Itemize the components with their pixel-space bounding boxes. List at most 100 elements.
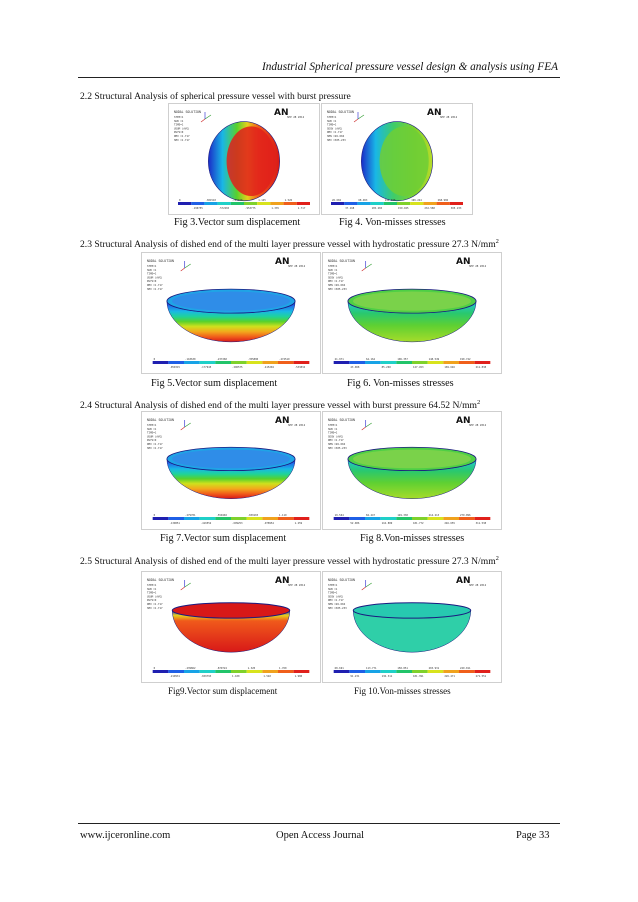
legend-swatch <box>168 670 185 673</box>
legend-swatch <box>370 202 384 205</box>
legend-tick-label: .139851 <box>169 521 180 525</box>
section-heading-2-3: 2.3 Structural Analysis of dished end of… <box>80 238 499 251</box>
legend-tick-label: .978954 <box>263 521 274 525</box>
figure-caption: Fig 5.Vector sum displacement <box>151 378 278 389</box>
plot-info-line: TIME=1 <box>328 272 338 276</box>
legend-swatch <box>349 517 366 520</box>
legend-tick-label: 127.453 <box>413 365 424 369</box>
plot-info-line: SMX =305.233 <box>327 138 346 142</box>
legend-tick-label: .419552 <box>201 521 212 525</box>
figure-caption: Fig9.Vector sum displacement <box>168 686 278 696</box>
plot-info-line: SEQV (AVG) <box>328 594 344 598</box>
legend-tick-label: .533834 <box>295 365 306 369</box>
plot-info-line: SUB =1 <box>328 427 338 431</box>
legend-swatch <box>443 670 459 673</box>
triad-axis <box>353 118 359 123</box>
inner-surface <box>353 291 471 311</box>
legend-tick-label: 249.011 <box>460 666 471 670</box>
legend-tick-label: 52.006 <box>350 521 360 525</box>
legend-tick-label: 0 <box>154 357 156 361</box>
plot-info-line: SEQV (AVG) <box>327 126 343 130</box>
legend-swatch <box>215 361 231 364</box>
plot-info-line: DMX =1.717 <box>147 602 163 606</box>
legend-tick-label: .659793 <box>201 674 212 678</box>
legend-tick-label: 1.526 <box>285 198 293 202</box>
legend-swatch <box>277 517 294 520</box>
legend-tick-label: 1.259 <box>295 521 303 525</box>
triad-axis <box>184 422 191 428</box>
plot-date: SEP 28 2012 <box>469 423 487 427</box>
legend-tick-label: 158.851 <box>397 666 408 670</box>
legend-swatch <box>257 202 271 205</box>
plot-date: SEP 28 2012 <box>288 583 306 587</box>
plot-info-line: STEP=1 <box>174 115 184 119</box>
footer-journal: Open Access Journal <box>276 830 365 841</box>
plot-info-line: USUM (AVG) <box>147 594 163 598</box>
triad-axis <box>180 267 185 272</box>
legend-swatch <box>333 670 350 673</box>
legend-swatch <box>365 361 381 364</box>
figure-panel: NODAL SOLUTION STEP=1 SUB =1 TIME=1 SEQV (AV… <box>322 571 502 683</box>
plot-info-line: DMX =1.717 <box>327 130 343 134</box>
section-heading-2-4: 2.4 Structural Analysis of dished end of… <box>80 399 481 412</box>
plot-info-line: TIME=1 <box>147 431 157 435</box>
ansys-logo: AN <box>275 416 290 426</box>
legend-swatch <box>331 202 345 205</box>
figure-caption: Fig 10.Von-misses stresses <box>354 686 451 696</box>
legend-tick-label: 169.646 <box>444 365 455 369</box>
legend-swatch <box>458 361 475 364</box>
legend-swatch <box>178 202 192 205</box>
legend-tick-label: .118630 <box>185 357 196 361</box>
ansys-logo: AN <box>275 257 290 267</box>
legend-tick-label: 0 <box>154 666 156 670</box>
plot-title: NODAL SOLUTION <box>147 259 174 263</box>
legend-swatch <box>412 517 428 520</box>
legend-swatch <box>436 202 450 205</box>
legend-tick-label: 1.100 <box>232 674 240 678</box>
legend-tick-label: .474519 <box>279 357 290 361</box>
legend-swatch <box>215 517 231 520</box>
plot-info-line: STEP=1 <box>327 115 337 119</box>
legend-swatch <box>262 361 278 364</box>
legend-swatch <box>349 361 366 364</box>
legend-swatch <box>365 517 381 520</box>
legend-tick-label: 68.963 <box>358 198 368 202</box>
legend-tick-label: 1.760 <box>279 666 287 670</box>
plot-info-line: RSYS=0 <box>147 438 157 442</box>
figure-caption: Fig 4. Von-misses stresses <box>339 217 446 228</box>
legend-swatch <box>277 670 294 673</box>
triad-axis <box>361 426 366 431</box>
plot-info-line: USUM (AVG) <box>147 434 163 438</box>
legend-tick-label: 141.588 <box>385 198 396 202</box>
plot-info-line: SUB =1 <box>328 587 338 591</box>
plot-info-line: DMX =1.717 <box>174 134 190 138</box>
legend-tick-label: 0 <box>154 513 156 517</box>
ansys-logo: AN <box>427 108 442 118</box>
legend-tick-label: 214.213 <box>429 513 440 517</box>
plot-info-line: DMX =1.717 <box>328 598 344 602</box>
legend-swatch <box>380 517 397 520</box>
legend-swatch <box>474 361 491 364</box>
plot-title: NODAL SOLUTION <box>147 578 174 582</box>
plot-info-line: RSYS=0 <box>147 598 157 602</box>
legend-tick-label: 0 <box>179 198 181 202</box>
section-heading-2-5: 2.5 Structural Analysis of dished end of… <box>80 555 499 568</box>
legend-tick-label: 232.580 <box>424 206 435 210</box>
inner-surface <box>172 291 290 311</box>
header-rule <box>78 77 560 78</box>
plot-date: SEP 28 2012 <box>287 115 305 119</box>
plot-info-line: SMN =26.604 <box>327 134 345 138</box>
legend-tick-label: .699253 <box>232 521 243 525</box>
legend-swatch <box>231 517 247 520</box>
plot-info-line: SMX =305.233 <box>328 287 347 291</box>
legend-tick-label: .879724 <box>216 666 227 670</box>
legend-tick-label: 268.906 <box>438 198 449 202</box>
legend-tick-label: 1.320 <box>248 666 256 670</box>
plot-info-line: SUB =1 <box>147 268 157 272</box>
legend-tick-label: .279701 <box>185 513 196 517</box>
inner-surface <box>172 449 290 469</box>
plot-info-line: TIME=1 <box>174 123 184 127</box>
